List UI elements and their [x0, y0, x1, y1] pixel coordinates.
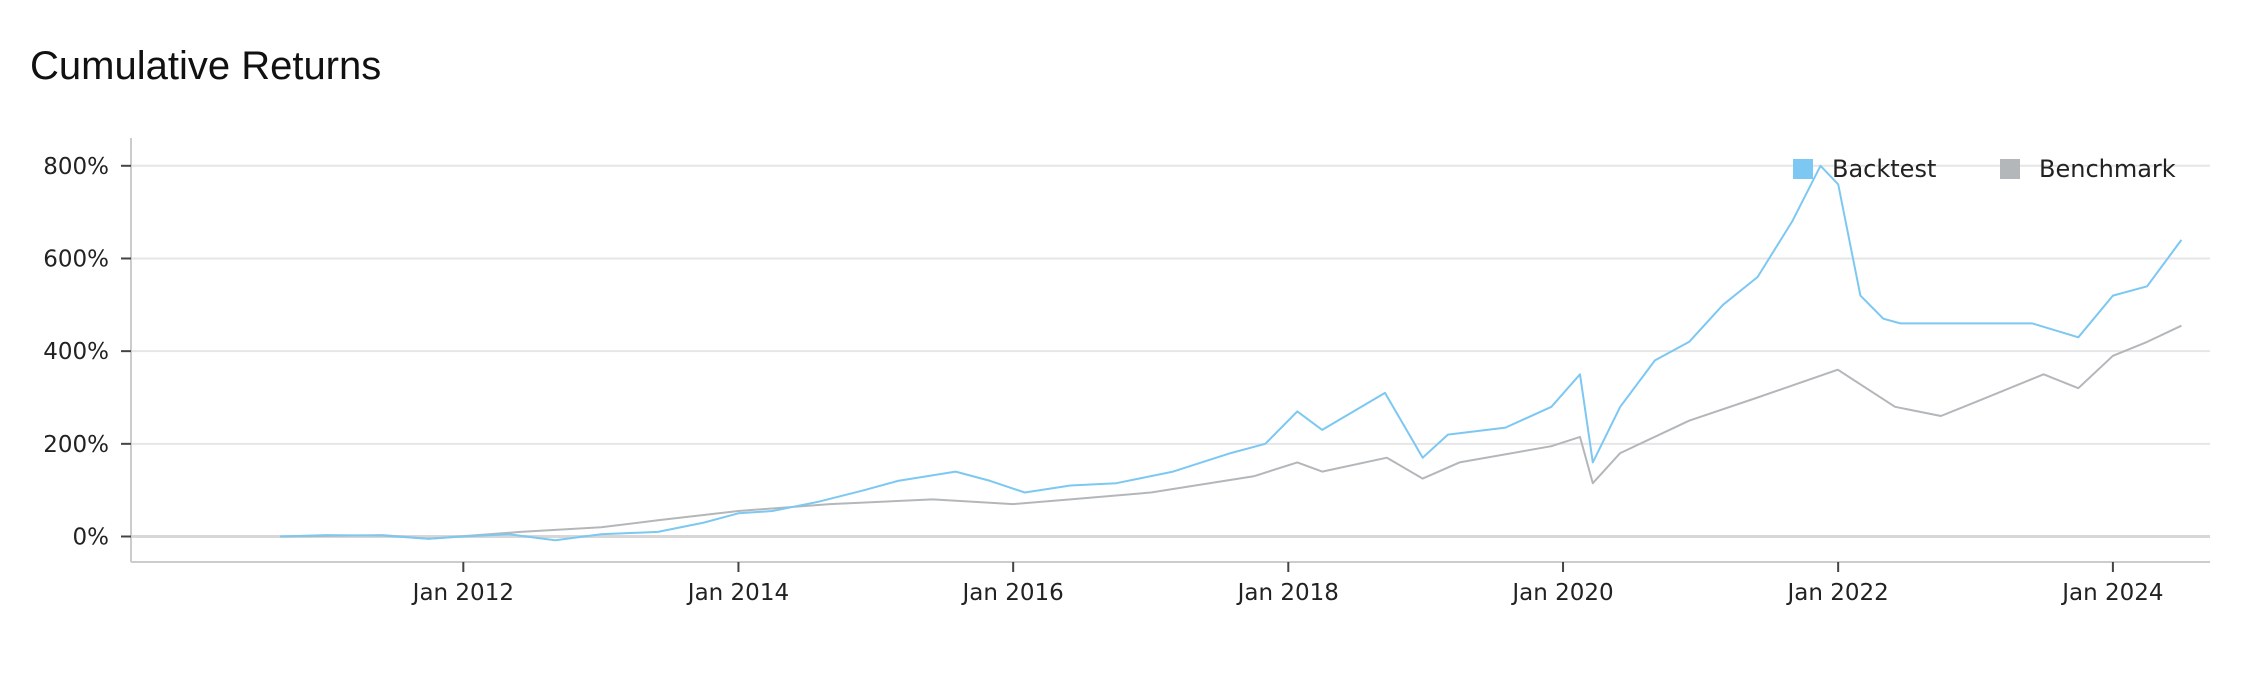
legend[interactable]: Backtest Benchmark: [1793, 155, 2176, 183]
x-tick-label: Jan 2022: [1786, 580, 1889, 606]
x-axis-ticks: Jan 2012 Jan 2014 Jan 2016 Jan 2018 Jan 2020…: [411, 562, 2164, 606]
x-tick-label: Jan 2016: [961, 580, 1064, 606]
series-line-backtest: [279, 164, 2183, 542]
x-tick-label: Jan 2018: [1236, 580, 1339, 606]
x-tick-label: Jan 2014: [686, 580, 789, 606]
y-axis-ticks: 0% 200% 400% 600% 800%: [43, 154, 131, 551]
series-lines: [279, 164, 2183, 542]
legend-label-backtest[interactable]: Backtest: [1832, 155, 1936, 183]
y-tick-label: 800%: [43, 154, 109, 180]
y-tick-label: 600%: [43, 246, 109, 272]
series-line-benchmark: [279, 324, 2182, 540]
y-tick-label: 200%: [43, 432, 109, 458]
x-tick-label: Jan 2012: [411, 580, 514, 606]
y-tick-label: 400%: [43, 339, 109, 365]
legend-swatch-backtest: [1793, 159, 1813, 179]
grid-lines: [131, 164, 2210, 539]
chart-title: Cumulative Returns: [30, 44, 382, 88]
x-tick-label: Jan 2024: [2060, 580, 2163, 606]
chart-axes: [130, 138, 2210, 563]
legend-swatch-benchmark: [2000, 159, 2020, 179]
y-tick-label: 0%: [73, 525, 110, 551]
x-tick-label: Jan 2020: [1510, 580, 1613, 606]
legend-label-benchmark[interactable]: Benchmark: [2039, 155, 2176, 183]
